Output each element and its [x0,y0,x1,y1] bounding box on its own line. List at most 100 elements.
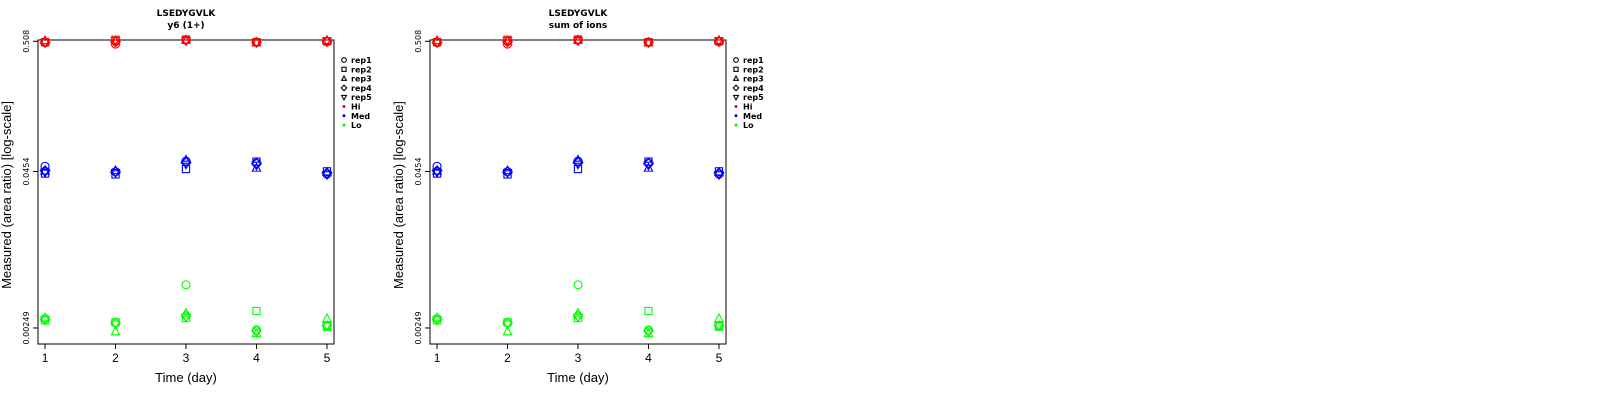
legend-label: Med [743,112,762,121]
data-point [572,307,584,317]
data-point [713,171,725,181]
y-tick-label: 0.00249 [22,311,31,344]
legend-label: rep3 [351,75,372,84]
data-point [251,161,262,171]
data-point [251,162,262,172]
data-point [39,38,51,49]
x-tick-label: 3 [183,351,190,365]
data-point [180,313,192,323]
data-point [321,37,333,47]
data-point [252,157,261,166]
data-point [321,312,333,323]
data-point [643,38,654,49]
x-axis-label: Time (day) [547,370,609,385]
data-point [180,160,192,170]
data-point [573,164,583,174]
legend-marker [341,66,347,72]
series-med [39,154,333,181]
x-tick-label: 2 [504,351,511,365]
series-hi [39,34,333,49]
data-point [431,38,443,49]
y-axis-label: Measured (area ratio) [log-scale] [0,101,14,289]
data-point [644,157,653,166]
legend-marker [340,84,348,92]
data-point [502,320,513,330]
data-point [181,164,191,174]
legend-label: Lo [351,121,362,130]
legend-marker [733,66,739,72]
legend-dot [734,123,738,127]
legend-label: rep4 [743,84,764,93]
x-tick-label: 2 [112,351,119,365]
legend-dot [342,123,346,127]
data-point [431,165,443,175]
data-point [572,160,584,170]
data-point [180,37,192,47]
y-tick-label: 0.0454 [414,157,423,185]
chart-subtitle: sum of ions [549,21,608,31]
x-tick-label: 4 [645,351,652,365]
plot-frame [37,39,335,345]
legend-marker [341,57,347,63]
data-point [110,36,121,47]
y-axis-label: Measured (area ratio) [log-scale] [391,101,406,289]
legend-label: rep3 [743,75,764,84]
series-hi [431,34,725,49]
data-point [572,37,584,47]
data-point [110,326,121,336]
data-point [643,162,654,172]
x-tick-label: 4 [253,351,260,365]
legend-marker [732,94,740,101]
data-point [110,168,121,179]
data-point [643,161,654,171]
chart-subtitle: y6 (1+) [167,21,204,31]
series-lo [431,280,725,338]
legend-dot [734,105,738,108]
legend-marker [732,84,740,92]
data-point [39,165,51,175]
legend-label: Hi [351,103,361,112]
x-tick-label: 1 [434,351,441,365]
data-point [431,316,443,326]
legend-dot [342,114,346,118]
data-point [39,316,51,326]
data-point [644,306,653,316]
data-point [180,34,192,44]
y-tick-label: 0.508 [22,30,31,53]
data-point [251,328,262,338]
legend-label: Med [351,112,370,121]
data-point [643,328,654,338]
x-tick-label: 5 [716,351,723,365]
chart-panel-2: LSEDYGVLK sum of ions 1 2 3 4 5 0.00249 0.0454 0.… [391,9,764,385]
data-point [572,34,584,44]
data-point [251,37,262,47]
y-tick-label: 0.508 [414,30,423,53]
x-tick-label: 1 [42,351,49,365]
legend-label: rep5 [743,93,764,102]
data-point [502,168,513,179]
chart-panel-1: LSEDYGVLK y6 (1+) 1 2 3 4 5 0.00249 0.0454 0.508 T… [0,9,372,385]
data-point [180,307,192,317]
chart-title: LSEDYGVLK [549,9,609,19]
data-point [502,36,513,47]
data-point [252,306,261,316]
data-point [181,280,191,290]
data-point [572,313,584,323]
legend-label: rep2 [743,65,764,74]
legend-label: rep4 [351,84,372,93]
legend-marker [732,74,740,81]
legend-label: Hi [743,103,753,112]
data-point [573,280,583,290]
x-tick-label: 5 [324,351,331,365]
x-axis-label: Time (day) [155,370,217,385]
x-tick-label: 3 [575,351,582,365]
legend-dot [734,114,738,118]
data-point [713,321,725,331]
data-point [321,171,333,181]
legend-label: Lo [743,121,754,130]
series-lo [39,280,333,338]
data-point [431,168,443,178]
data-point [643,37,654,47]
